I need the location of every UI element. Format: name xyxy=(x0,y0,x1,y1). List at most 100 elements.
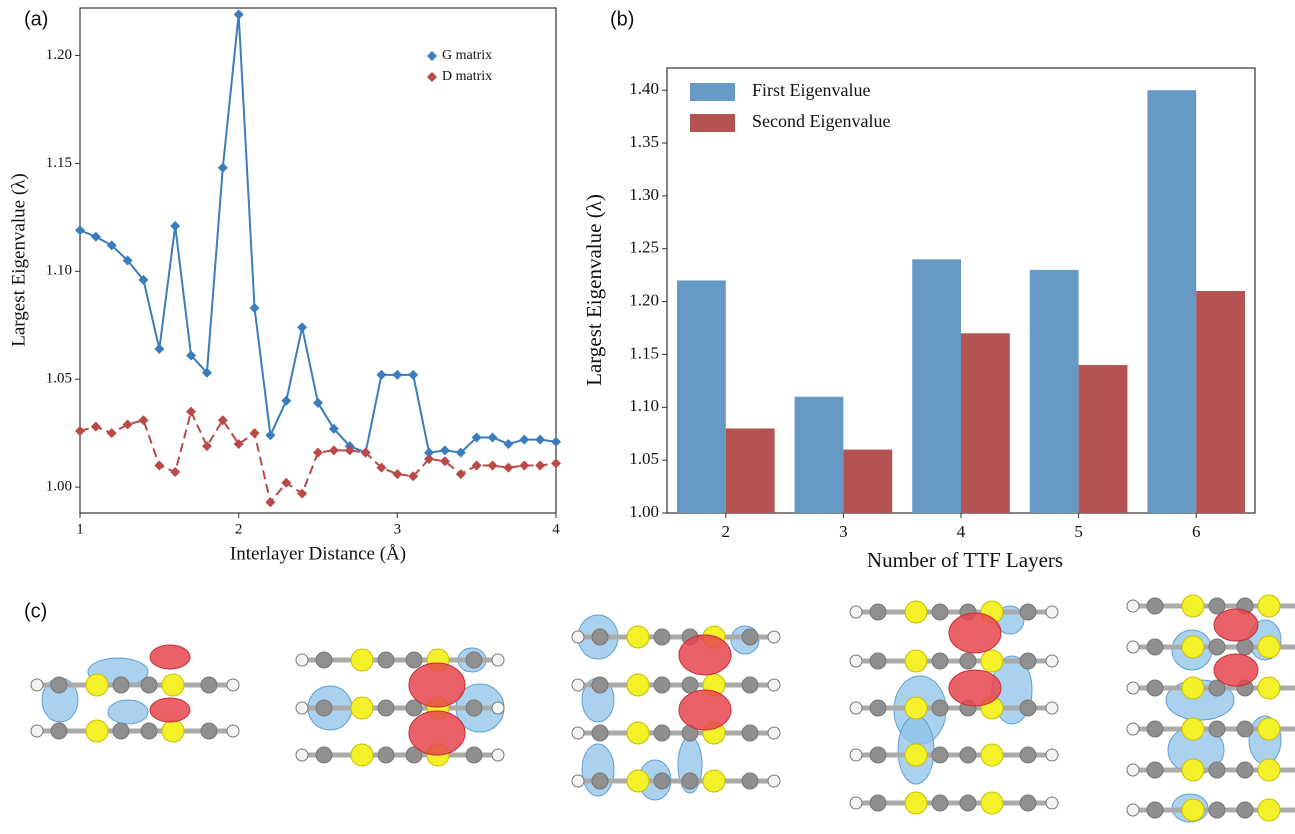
data-point xyxy=(519,435,529,445)
data-point xyxy=(281,396,291,406)
bar xyxy=(961,333,1010,513)
density-lobe xyxy=(1214,609,1258,641)
atom xyxy=(932,604,948,620)
atom xyxy=(51,677,67,693)
density-lobe xyxy=(150,645,190,669)
atom xyxy=(850,655,862,667)
data-point xyxy=(392,469,402,479)
data-point xyxy=(154,344,164,354)
atom xyxy=(1020,653,1036,669)
atom xyxy=(768,631,780,643)
atom xyxy=(905,744,927,766)
atom xyxy=(905,697,927,719)
y-tick-label: 1.20 xyxy=(46,47,72,63)
atom xyxy=(1147,802,1163,818)
bar xyxy=(726,428,775,513)
legend-label: G matrix xyxy=(442,48,492,63)
panel-label: (b) xyxy=(610,8,634,30)
legend-label: D matrix xyxy=(442,69,492,84)
atom xyxy=(627,626,649,648)
data-point xyxy=(75,225,85,235)
atom xyxy=(592,677,608,693)
atom xyxy=(654,629,670,645)
atom xyxy=(850,749,862,761)
atom xyxy=(492,749,504,761)
atom xyxy=(1182,677,1204,699)
atom xyxy=(572,679,584,691)
x-axis-label: Number of TTF Layers xyxy=(867,548,1063,572)
atom xyxy=(592,725,608,741)
atom xyxy=(592,773,608,789)
data-point xyxy=(503,463,513,473)
atom xyxy=(1127,682,1139,694)
data-point xyxy=(154,461,164,471)
y-tick-label: 1.15 xyxy=(46,155,72,171)
atom xyxy=(1182,799,1204,821)
density-lobe xyxy=(949,613,1001,653)
panel-label: (a) xyxy=(24,8,48,30)
atom xyxy=(141,723,157,739)
atom xyxy=(654,773,670,789)
molecular-structures xyxy=(31,595,1295,822)
atom xyxy=(572,631,584,643)
atom xyxy=(1258,759,1280,781)
atom xyxy=(932,700,948,716)
atom xyxy=(1020,747,1036,763)
y-tick-label: 1.10 xyxy=(46,263,72,279)
data-point xyxy=(456,469,466,479)
density-lobe xyxy=(150,698,190,722)
atom xyxy=(1182,759,1204,781)
atom xyxy=(1046,702,1058,714)
atom xyxy=(492,654,504,666)
atom xyxy=(1209,802,1225,818)
data-point xyxy=(488,461,498,471)
bar xyxy=(912,259,961,513)
atom xyxy=(1147,598,1163,614)
atom xyxy=(378,747,394,763)
atom xyxy=(1147,680,1163,696)
atom xyxy=(870,747,886,763)
atom xyxy=(1127,600,1139,612)
x-tick-label: 3 xyxy=(394,521,402,537)
atom xyxy=(654,725,670,741)
data-point xyxy=(234,9,244,19)
data-point xyxy=(107,428,117,438)
atom xyxy=(932,747,948,763)
figure: (a) (b) (c) 1.001.051.101.151.20Interlay… xyxy=(0,0,1295,834)
legend-label: First Eigenvalue xyxy=(752,80,870,100)
atom xyxy=(1237,762,1253,778)
legend-marker xyxy=(427,51,437,61)
data-point xyxy=(123,420,133,430)
atom xyxy=(296,702,308,714)
atom xyxy=(1127,723,1139,735)
atom xyxy=(572,727,584,739)
legend-swatch xyxy=(690,114,735,132)
data-point xyxy=(91,422,101,432)
data-point xyxy=(250,428,260,438)
atom xyxy=(1127,804,1139,816)
data-point xyxy=(250,303,260,313)
atom xyxy=(932,653,948,669)
bar xyxy=(1079,365,1128,513)
y-tick-label: 1.25 xyxy=(629,238,659,257)
density-lobe xyxy=(679,690,731,730)
atom xyxy=(960,795,976,811)
atom xyxy=(1237,721,1253,737)
legend-marker xyxy=(427,72,437,82)
atom xyxy=(1127,764,1139,776)
y-axis-label: Largest Eigenvalue (λ) xyxy=(8,173,29,346)
atom xyxy=(960,653,976,669)
data-point xyxy=(313,448,323,458)
y-tick-label: 1.00 xyxy=(46,479,72,495)
data-point xyxy=(170,221,180,231)
atom xyxy=(316,700,332,716)
atom xyxy=(768,727,780,739)
data-point xyxy=(519,461,529,471)
atom xyxy=(870,700,886,716)
atom xyxy=(905,792,927,814)
atom xyxy=(466,652,482,668)
atom xyxy=(627,770,649,792)
density-lobe xyxy=(409,663,465,707)
atom xyxy=(351,649,373,671)
density-blob xyxy=(108,700,148,724)
